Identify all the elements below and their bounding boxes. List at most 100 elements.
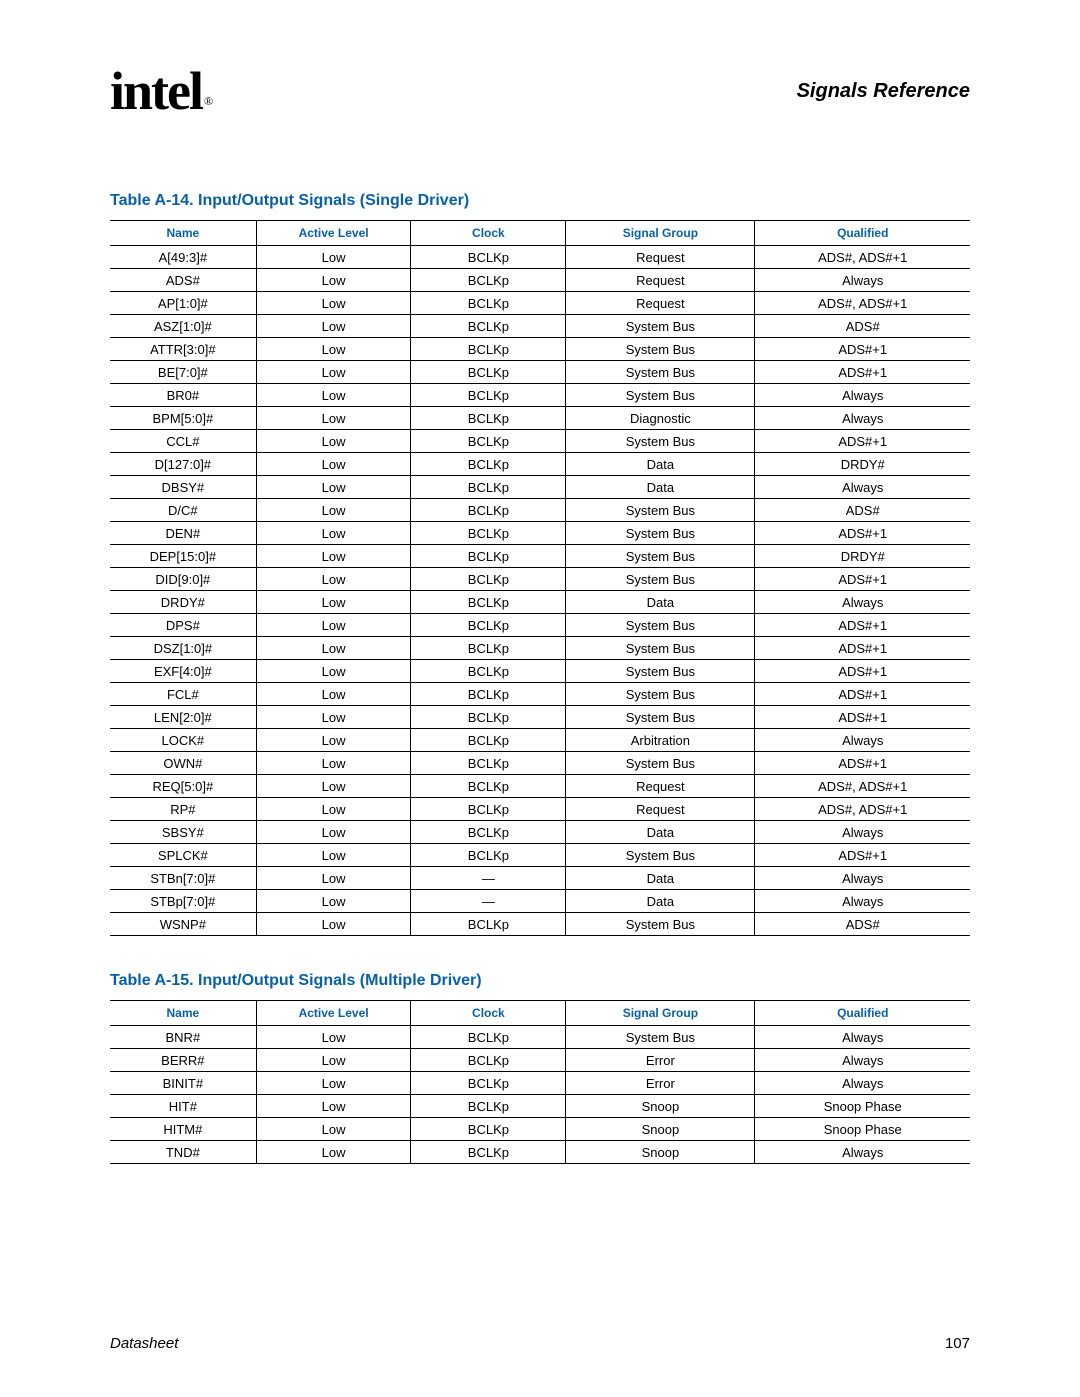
table-cell: Snoop [566, 1141, 755, 1164]
table-cell: ADS# [755, 315, 970, 338]
table-cell: BPM[5:0]# [110, 407, 256, 430]
table-cell: Low [256, 1072, 411, 1095]
table-cell: Arbitration [566, 729, 755, 752]
table-cell: Always [755, 729, 970, 752]
table-cell: Low [256, 522, 411, 545]
table-cell: BCLKp [411, 453, 566, 476]
table-row: DPS#LowBCLKpSystem BusADS#+1 [110, 614, 970, 637]
table-cell: RP# [110, 798, 256, 821]
page-header: intel® Signals Reference [110, 60, 970, 122]
table-cell: BCLKp [411, 1072, 566, 1095]
table-cell: ADS#+1 [755, 338, 970, 361]
table-cell: System Bus [566, 384, 755, 407]
table-cell: Low [256, 683, 411, 706]
table-cell: Data [566, 591, 755, 614]
table-cell: LOCK# [110, 729, 256, 752]
table-row: BNR#LowBCLKpSystem BusAlways [110, 1026, 970, 1049]
table-cell: DPS# [110, 614, 256, 637]
table-row: HITM#LowBCLKpSnoopSnoop Phase [110, 1118, 970, 1141]
table-cell: Low [256, 890, 411, 913]
table-cell: BCLKp [411, 1095, 566, 1118]
table-row: OWN#LowBCLKpSystem BusADS#+1 [110, 752, 970, 775]
table-header-row: Name Active Level Clock Signal Group Qua… [110, 1001, 970, 1026]
table-cell: TND# [110, 1141, 256, 1164]
table-row: DEP[15:0]#LowBCLKpSystem BusDRDY# [110, 545, 970, 568]
table-cell: Snoop [566, 1095, 755, 1118]
table-cell: Low [256, 1118, 411, 1141]
table-cell: D/C# [110, 499, 256, 522]
table-cell: BCLKp [411, 361, 566, 384]
table-cell: STBp[7:0]# [110, 890, 256, 913]
table-cell: DRDY# [110, 591, 256, 614]
col-clock: Clock [411, 1001, 566, 1026]
table-row: WSNP#LowBCLKpSystem BusADS# [110, 913, 970, 936]
table-cell: ADS# [755, 913, 970, 936]
page-number: 107 [945, 1335, 970, 1352]
table-cell: System Bus [566, 844, 755, 867]
table-cell: CCL# [110, 430, 256, 453]
table-row: LEN[2:0]#LowBCLKpSystem BusADS#+1 [110, 706, 970, 729]
table-cell: System Bus [566, 660, 755, 683]
table-cell: ADS#, ADS#+1 [755, 798, 970, 821]
table-cell: REQ[5:0]# [110, 775, 256, 798]
table-cell: Low [256, 729, 411, 752]
table-cell: D[127:0]# [110, 453, 256, 476]
table-cell: ADS#+1 [755, 568, 970, 591]
table-cell: Low [256, 1095, 411, 1118]
table-cell: Data [566, 476, 755, 499]
table-row: D/C#LowBCLKpSystem BusADS# [110, 499, 970, 522]
table-cell: Low [256, 315, 411, 338]
table-cell: BCLKp [411, 798, 566, 821]
table-cell: BCLKp [411, 292, 566, 315]
table-cell: Low [256, 913, 411, 936]
table-cell: ADS#, ADS#+1 [755, 246, 970, 269]
table-cell: BCLKp [411, 1026, 566, 1049]
logo-text: intel [110, 61, 202, 121]
table-row: FCL#LowBCLKpSystem BusADS#+1 [110, 683, 970, 706]
table-cell: Low [256, 568, 411, 591]
table-cell: ADS#+1 [755, 660, 970, 683]
table-cell: Low [256, 706, 411, 729]
table-cell: System Bus [566, 637, 755, 660]
intel-logo: intel® [110, 60, 209, 122]
table-cell: Low [256, 1141, 411, 1164]
table-cell: BCLKp [411, 614, 566, 637]
table-cell: Always [755, 1026, 970, 1049]
table-row: BR0#LowBCLKpSystem BusAlways [110, 384, 970, 407]
table-row: ASZ[1:0]#LowBCLKpSystem BusADS# [110, 315, 970, 338]
table-cell: BCLKp [411, 269, 566, 292]
table-cell: Low [256, 867, 411, 890]
table-cell: Low [256, 407, 411, 430]
table-row: RP#LowBCLKpRequestADS#, ADS#+1 [110, 798, 970, 821]
table-cell: DEN# [110, 522, 256, 545]
table-cell: Error [566, 1072, 755, 1095]
table-cell: Always [755, 407, 970, 430]
table-cell: Data [566, 890, 755, 913]
table-row: SPLCK#LowBCLKpSystem BusADS#+1 [110, 844, 970, 867]
table-cell: BCLKp [411, 775, 566, 798]
table-cell: DSZ[1:0]# [110, 637, 256, 660]
table-cell: System Bus [566, 913, 755, 936]
table-cell: DID[9:0]# [110, 568, 256, 591]
table-cell: Data [566, 821, 755, 844]
table-cell: A[49:3]# [110, 246, 256, 269]
table-cell: HIT# [110, 1095, 256, 1118]
table-cell: System Bus [566, 338, 755, 361]
table-row: BE[7:0]#LowBCLKpSystem BusADS#+1 [110, 361, 970, 384]
table-a14: Name Active Level Clock Signal Group Qua… [110, 220, 970, 936]
table-cell: DEP[15:0]# [110, 545, 256, 568]
table-cell: ADS#+1 [755, 752, 970, 775]
table-cell: ADS#+1 [755, 614, 970, 637]
table-cell: AP[1:0]# [110, 292, 256, 315]
table-cell: BCLKp [411, 407, 566, 430]
table-cell: Low [256, 338, 411, 361]
table-row: DID[9:0]#LowBCLKpSystem BusADS#+1 [110, 568, 970, 591]
table-cell: BCLKp [411, 660, 566, 683]
table-cell: FCL# [110, 683, 256, 706]
table-cell: Low [256, 269, 411, 292]
table-cell: Always [755, 867, 970, 890]
col-qualified: Qualified [755, 221, 970, 246]
table-cell: BERR# [110, 1049, 256, 1072]
table-cell: LEN[2:0]# [110, 706, 256, 729]
table-cell: ADS#+1 [755, 637, 970, 660]
